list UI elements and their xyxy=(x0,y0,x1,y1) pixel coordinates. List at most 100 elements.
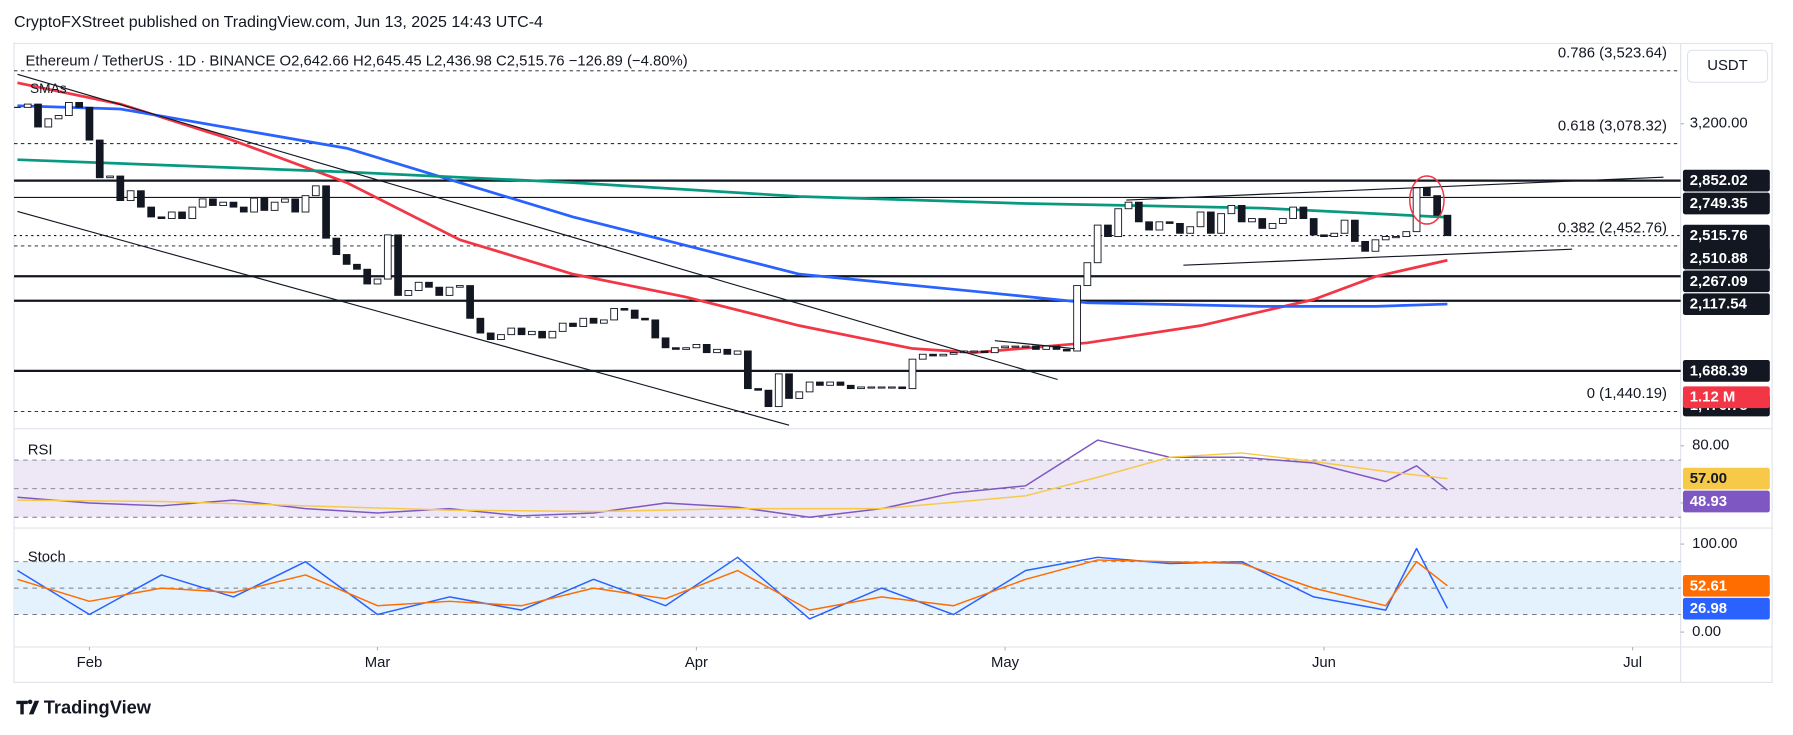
candle xyxy=(394,234,402,296)
candle xyxy=(980,350,989,354)
candle xyxy=(733,350,742,355)
candle xyxy=(990,347,999,354)
candle xyxy=(1176,222,1184,234)
candle xyxy=(229,201,238,208)
candle xyxy=(65,102,73,116)
candle xyxy=(877,386,886,389)
x-tick-label: Jun xyxy=(1312,655,1336,671)
currency-button[interactable] xyxy=(1686,49,1769,83)
y-tick-label: 3,200.00 xyxy=(1690,116,1748,132)
candle xyxy=(54,115,63,120)
candle xyxy=(1206,211,1215,234)
price-label-box xyxy=(1682,247,1770,270)
candle xyxy=(1237,205,1246,223)
price-label: 2,267.09 xyxy=(1690,274,1748,290)
candle xyxy=(816,381,824,386)
price-label: 2,515.76 xyxy=(1690,228,1748,244)
candle xyxy=(1330,232,1339,237)
candle xyxy=(239,206,248,213)
candle xyxy=(435,286,444,296)
candle xyxy=(44,118,53,128)
candle xyxy=(1320,234,1328,237)
candle xyxy=(569,322,577,327)
candle xyxy=(579,317,588,327)
price-label-box xyxy=(1682,169,1770,192)
price-label-box xyxy=(1682,467,1770,490)
frame xyxy=(13,42,1773,683)
y-tick-label: 100.00 xyxy=(1692,536,1737,552)
fib-label: 0.618 (3,078.32) xyxy=(1558,118,1667,134)
candle xyxy=(157,216,166,220)
candle xyxy=(116,175,125,202)
price-label-box xyxy=(1682,360,1770,382)
candle xyxy=(651,319,660,339)
candle xyxy=(363,268,372,285)
candle xyxy=(1423,187,1431,197)
trendline xyxy=(994,340,1075,350)
candle xyxy=(517,327,526,336)
candle xyxy=(970,350,979,353)
candle xyxy=(404,290,413,296)
candle xyxy=(754,388,763,391)
candle xyxy=(620,308,629,311)
price-label-box xyxy=(1682,490,1770,513)
candle xyxy=(34,103,42,128)
candle xyxy=(1165,221,1174,224)
indicator-line xyxy=(17,452,1448,513)
indicator-line xyxy=(17,559,1448,611)
candle xyxy=(291,198,300,213)
candle xyxy=(250,197,258,213)
candle xyxy=(198,198,207,208)
candle xyxy=(486,332,495,341)
price-label-box xyxy=(1682,293,1770,316)
price-label: 2,117.54 xyxy=(1690,297,1748,313)
trendline xyxy=(1126,176,1664,201)
indicator-line xyxy=(17,104,1448,308)
candle xyxy=(1340,219,1349,234)
price-label-box xyxy=(1682,574,1770,597)
candle xyxy=(353,263,361,270)
candle xyxy=(23,103,32,108)
indicator-label: RSI xyxy=(28,442,53,458)
candles xyxy=(14,102,1452,408)
indicator-line xyxy=(17,547,1449,620)
candle xyxy=(1278,218,1287,224)
indicator-label: Stoch xyxy=(28,550,66,566)
x-tick-label: Apr xyxy=(685,655,708,671)
candle xyxy=(1361,240,1369,252)
candle xyxy=(1412,187,1421,233)
candle xyxy=(888,386,896,389)
candle xyxy=(1217,213,1225,234)
candle xyxy=(1114,208,1123,237)
candle xyxy=(661,337,670,349)
candle xyxy=(558,322,567,332)
price-label: 2,510.88 xyxy=(1690,251,1748,267)
candle xyxy=(455,285,464,288)
candle xyxy=(1073,285,1081,352)
candle xyxy=(188,206,197,220)
candle xyxy=(692,343,701,349)
currency-label[interactable]: USDT xyxy=(1707,58,1747,74)
candle xyxy=(1248,218,1256,223)
candle xyxy=(867,386,876,389)
candle xyxy=(599,319,608,324)
candle xyxy=(1309,218,1318,236)
candle xyxy=(1381,236,1390,241)
candle xyxy=(1124,201,1133,210)
indicator-line xyxy=(17,81,1448,354)
candle xyxy=(1145,221,1153,231)
trendline xyxy=(17,210,790,426)
candle xyxy=(147,206,156,218)
candle xyxy=(610,308,618,321)
candle xyxy=(270,201,279,211)
candle xyxy=(311,185,320,197)
candle xyxy=(137,190,145,208)
indicator-line xyxy=(17,158,1448,219)
candle xyxy=(126,190,135,202)
y-tick-label: 0.00 xyxy=(1692,624,1721,640)
fib-label: 0.382 (2,452.76) xyxy=(1558,221,1667,237)
candle xyxy=(106,175,114,179)
candle xyxy=(908,358,917,390)
candle xyxy=(826,381,835,386)
